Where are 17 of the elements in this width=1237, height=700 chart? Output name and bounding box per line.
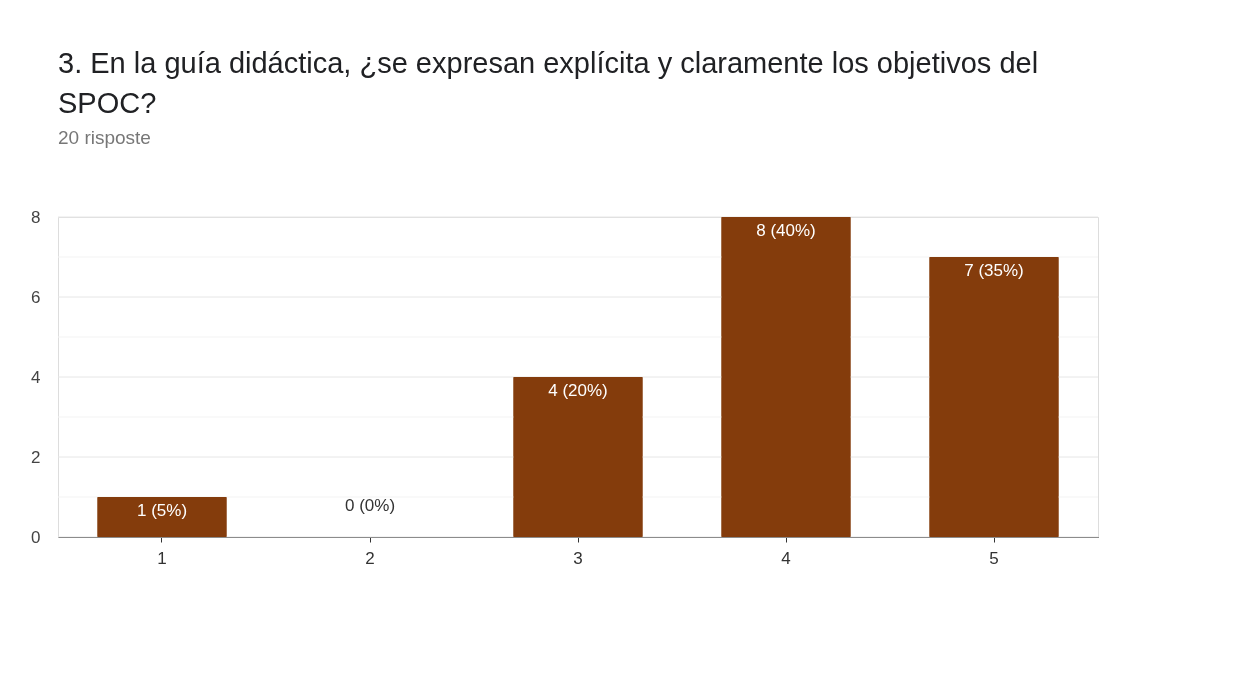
y-tick-label: 2 bbox=[31, 447, 41, 467]
y-tick-label: 6 bbox=[31, 287, 41, 307]
x-tick-label: 3 bbox=[573, 548, 583, 568]
data-label: 1 (5%) bbox=[136, 501, 188, 520]
x-tick-label: 4 bbox=[781, 548, 791, 568]
x-tick-label: 5 bbox=[989, 548, 999, 568]
y-tick-label: 0 bbox=[31, 527, 41, 547]
data-label: 8 (40%) bbox=[756, 221, 816, 240]
chart-subtitle: 20 risposte bbox=[58, 127, 151, 148]
data-label: 7 (35%) bbox=[964, 261, 1024, 280]
y-tick-label: 8 bbox=[31, 207, 41, 227]
x-tick-label: 2 bbox=[365, 548, 375, 568]
x-tick-label: 1 bbox=[157, 548, 167, 568]
y-tick-label: 4 bbox=[31, 367, 41, 387]
data-label: 0 (0%) bbox=[344, 496, 396, 515]
chart-title: 3. En la guía didáctica, ¿se expresan explícita y claramente los objetivos del SPOC? bbox=[58, 47, 1039, 119]
data-label: 4 (20%) bbox=[548, 381, 608, 400]
